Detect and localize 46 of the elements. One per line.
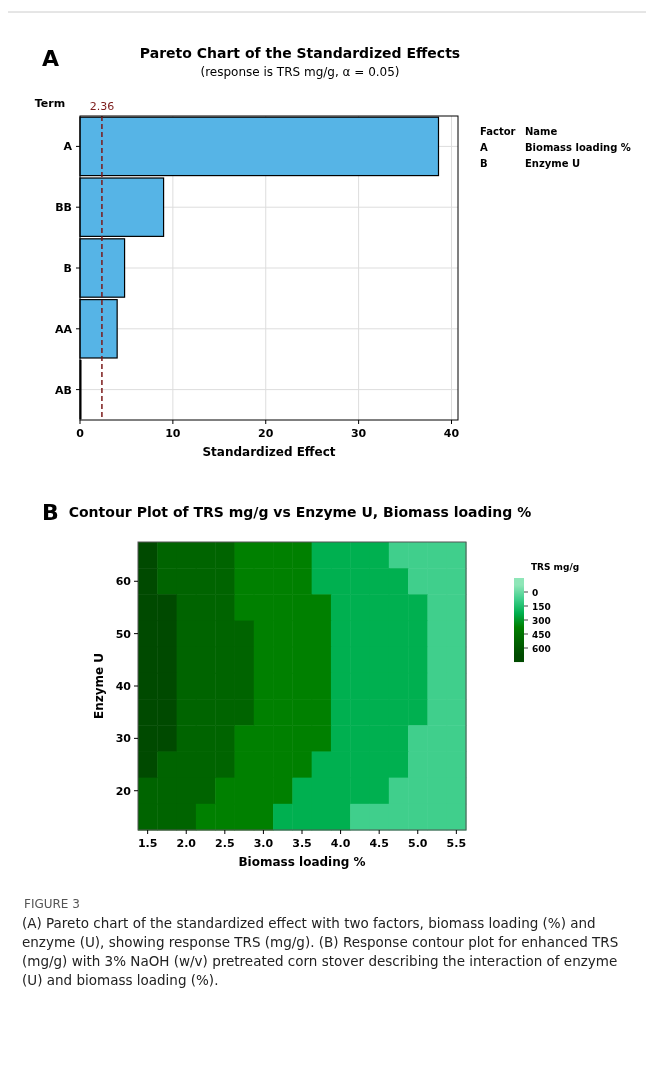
x-tick-label: 1.5 — [137, 837, 158, 850]
color-bar-label: 150 — [532, 601, 551, 612]
text: A — [480, 142, 488, 153]
text: Name — [525, 126, 558, 137]
x-tick-label: 5.0 — [408, 837, 428, 850]
x-axis-title: Biomass loading % — [238, 855, 366, 869]
color-bar-title: TRS mg/g — [530, 562, 580, 572]
x-tick-label: 5.5 — [446, 837, 467, 850]
color-bar-label: 300 — [532, 615, 551, 626]
y-tick-label: AA — [54, 322, 73, 336]
y-tick-label: 20 — [115, 784, 132, 798]
x-tick-label: 3.5 — [292, 837, 312, 850]
text: B — [480, 158, 488, 169]
color-bar-label: 450 — [532, 629, 551, 640]
chart-title: Contour Plot of TRS mg/g vs Enzyme U, Biomass loading % — [68, 504, 532, 520]
y-tick-label: 30 — [115, 732, 132, 746]
x-tick-label: 3.0 — [253, 837, 274, 850]
y-axis-title: Enzyme U — [92, 652, 106, 720]
color-bar-label: 0 — [532, 587, 539, 598]
y-tick-label: 50 — [115, 627, 132, 641]
x-tick-label: 40 — [443, 427, 460, 440]
x-tick-label: 2.5 — [215, 837, 235, 850]
y-tick-label: AB — [55, 383, 72, 397]
x-tick-label: 0 — [76, 427, 85, 440]
y-axis-title: Term — [34, 97, 66, 110]
caption: FIGURE 3 — [24, 897, 80, 911]
x-tick-label: 4.0 — [330, 837, 351, 850]
ref-line-label: 2.36 — [89, 100, 115, 113]
chart-subtitle: (response is TRS mg/g, α = 0.05) — [200, 65, 400, 79]
y-tick-label: 40 — [115, 680, 132, 693]
text: (A) Pareto chart of the standardized effect with two factors, biomass loading (%) and enzyme (U), showing response TRS (mg/g). (B) Response contour plot for enhanced TRS (mg/g) with 3% NaOH (w/v) pretreated corn stover describing the interaction of enzyme (U) and biomass loading (%). — [22, 914, 620, 990]
text: Enzyme U — [525, 158, 581, 169]
x-tick-label: 4.5 — [369, 837, 389, 850]
y-tick-label: A — [63, 140, 73, 154]
y-tick-label: 60 — [115, 575, 132, 589]
y-tick-label: BB — [55, 201, 72, 215]
x-tick-label: 20 — [258, 427, 274, 440]
x-axis-title: Standardized Effect — [202, 445, 336, 459]
chart-title: Pareto Chart of the Standardized Effects — [139, 45, 461, 61]
text: Factor — [480, 126, 516, 137]
x-tick-label: 2.0 — [176, 837, 197, 850]
y-tick-label: B — [63, 262, 72, 275]
color-bar-label: 600 — [532, 643, 551, 654]
x-tick-label: 10 — [165, 427, 181, 440]
text: Biomass loading % — [525, 142, 631, 153]
x-tick-label: 30 — [350, 427, 367, 440]
